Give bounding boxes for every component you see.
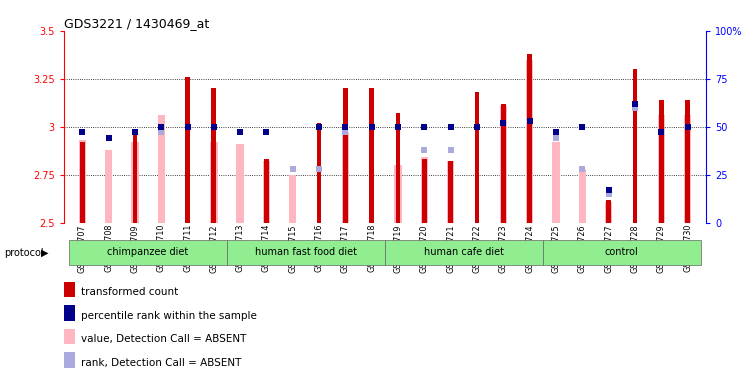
Bar	[131, 142, 139, 223]
Bar	[684, 115, 691, 223]
Bar	[185, 77, 190, 223]
Text: rank, Detection Call = ABSENT: rank, Detection Call = ABSENT	[80, 358, 241, 368]
Text: GDS3221 / 1430469_at: GDS3221 / 1430469_at	[64, 17, 209, 30]
Bar	[499, 106, 507, 223]
Bar	[64, 305, 75, 321]
Bar	[105, 150, 112, 223]
Bar	[79, 140, 86, 223]
Text: transformed count: transformed count	[80, 287, 178, 297]
Bar	[685, 100, 690, 223]
Bar	[237, 144, 244, 223]
Bar	[422, 159, 427, 223]
Bar	[578, 169, 586, 223]
Bar	[263, 161, 270, 223]
Bar	[394, 165, 402, 223]
Bar	[64, 329, 75, 344]
Bar	[475, 92, 479, 223]
FancyBboxPatch shape	[385, 240, 543, 265]
Text: human fast food diet: human fast food diet	[255, 247, 357, 258]
Bar	[527, 54, 532, 223]
FancyBboxPatch shape	[69, 240, 227, 265]
Bar	[396, 113, 400, 223]
Bar	[448, 161, 453, 223]
Bar	[64, 353, 75, 368]
Bar	[421, 157, 428, 223]
Bar	[526, 60, 533, 223]
Bar	[342, 132, 349, 223]
Text: chimpanzee diet: chimpanzee diet	[107, 247, 189, 258]
Text: protocol: protocol	[4, 248, 44, 258]
Bar	[343, 88, 348, 223]
Text: control: control	[605, 247, 638, 258]
FancyBboxPatch shape	[543, 240, 701, 265]
Bar	[501, 104, 505, 223]
Text: value, Detection Call = ABSENT: value, Detection Call = ABSENT	[80, 334, 246, 344]
Text: human cafe diet: human cafe diet	[424, 247, 504, 258]
Bar	[210, 142, 218, 223]
Bar	[632, 69, 638, 223]
Bar	[264, 159, 269, 223]
Bar	[289, 175, 297, 223]
Bar	[552, 142, 559, 223]
Bar	[80, 142, 85, 223]
Bar	[132, 131, 137, 223]
Text: percentile rank within the sample: percentile rank within the sample	[80, 311, 257, 321]
Bar	[606, 200, 611, 223]
Bar	[369, 88, 374, 223]
Bar	[447, 161, 454, 223]
Bar	[658, 115, 665, 223]
FancyBboxPatch shape	[227, 240, 385, 265]
Bar	[659, 100, 664, 223]
Bar	[212, 88, 216, 223]
Bar	[605, 202, 612, 223]
Bar	[317, 123, 321, 223]
Bar	[64, 281, 75, 297]
Text: ▶: ▶	[41, 248, 49, 258]
Bar	[158, 115, 165, 223]
